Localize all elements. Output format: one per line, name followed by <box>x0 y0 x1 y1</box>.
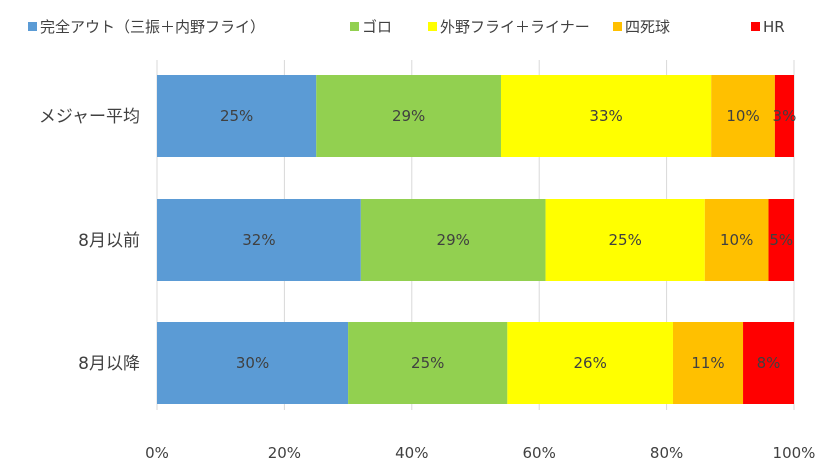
data-label-2-2: 29% <box>437 231 470 249</box>
bar-segment-2-5 <box>768 199 794 281</box>
bars <box>157 75 794 404</box>
x-tick-label-40: 40% <box>395 444 428 462</box>
data-label-2-4: 10% <box>720 231 753 249</box>
bar-segment-1-1 <box>157 75 317 157</box>
legend: 完全アウト（三振＋内野フライ） ゴロ 外野フライ＋ライナー 四死球 HR <box>28 18 785 36</box>
legend-swatch-4 <box>613 22 622 31</box>
x-tick-label-20: 20% <box>268 444 301 462</box>
data-label-1-5: 3% <box>773 107 797 125</box>
bar-segment-3-2 <box>348 322 508 404</box>
bar-segment-1-4 <box>711 75 775 157</box>
data-label-2-5: 5% <box>769 231 793 249</box>
bar-segment-3-1 <box>157 322 349 404</box>
data-label-1-1: 25% <box>220 107 253 125</box>
bar-segment-2-1 <box>157 199 361 281</box>
data-labels: 25% 29% 33% 10% 3% 32% 29% 25% 10% 5% 30% 25% 26% 11%… <box>220 107 796 372</box>
bar-segment-3-4 <box>672 322 744 404</box>
data-label-2-1: 32% <box>242 231 275 249</box>
data-label-3-5: 8% <box>757 354 781 372</box>
legend-swatch-5 <box>751 22 760 31</box>
bar-segment-2-4 <box>704 199 769 281</box>
legend-label-4: 四死球 <box>625 18 670 36</box>
data-label-3-4: 11% <box>691 354 724 372</box>
legend-swatch-2 <box>350 22 359 31</box>
legend-label-3: 外野フライ＋ライナー <box>440 18 590 36</box>
data-label-1-4: 10% <box>726 107 759 125</box>
legend-label-2: ゴロ <box>362 18 392 36</box>
bar-segment-3-3 <box>507 322 673 404</box>
x-axis-tick-labels: 0% 20% 40% 60% 80% 100% <box>145 444 815 462</box>
data-label-1-3: 33% <box>589 107 622 125</box>
data-label-3-3: 26% <box>573 354 606 372</box>
data-label-2-3: 25% <box>609 231 642 249</box>
legend-label-5: HR <box>763 18 785 36</box>
bar-segment-2-2 <box>360 199 546 281</box>
category-label-1: メジャー平均 <box>39 107 140 127</box>
x-tick-label-60: 60% <box>523 444 556 462</box>
data-label-1-2: 29% <box>392 107 425 125</box>
bar-segment-2-3 <box>545 199 705 281</box>
legend-label-1: 完全アウト（三振＋内野フライ） <box>40 18 265 36</box>
x-tick-label-100: 100% <box>773 444 816 462</box>
category-label-2: 8月以前 <box>78 231 140 251</box>
bar-segment-3-5 <box>743 322 794 404</box>
legend-swatch-1 <box>28 22 37 31</box>
category-labels: メジャー平均 8月以前 8月以降 <box>39 107 140 374</box>
bar-segment-1-3 <box>500 75 712 157</box>
bar-segment-1-2 <box>316 75 501 157</box>
x-tick-label-0: 0% <box>145 444 169 462</box>
legend-swatch-3 <box>428 22 437 31</box>
bar-segment-1-5 <box>774 75 794 157</box>
data-label-3-2: 25% <box>411 354 444 372</box>
data-label-3-1: 30% <box>236 354 269 372</box>
x-tick-label-80: 80% <box>650 444 683 462</box>
category-label-3: 8月以降 <box>78 354 140 374</box>
